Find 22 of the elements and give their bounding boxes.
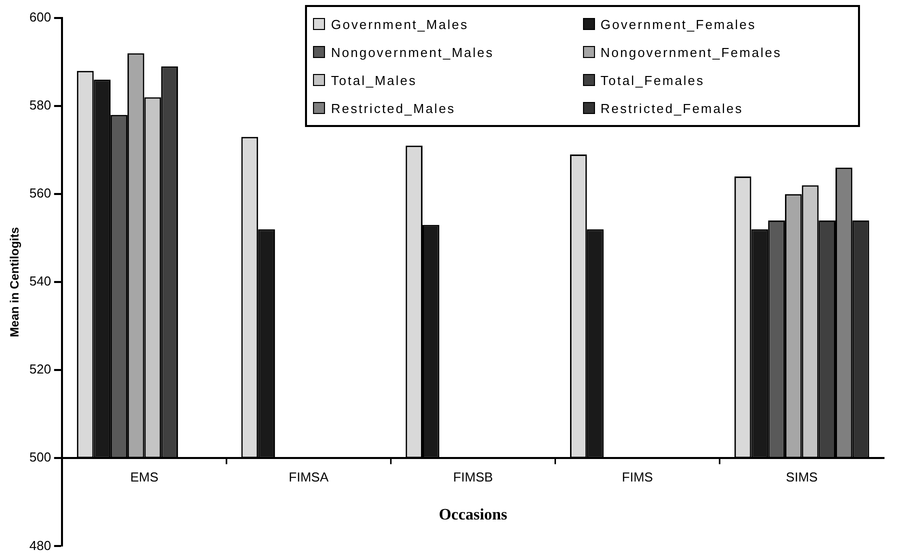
legend-label: Total_Females [600, 72, 705, 88]
y-tick-label: 560 [29, 186, 52, 201]
y-tick-label: 600 [29, 10, 52, 25]
x-axis-title: Occasions [438, 506, 508, 524]
y-tick-label: 540 [29, 274, 52, 289]
y-tick-label: 500 [29, 450, 52, 465]
legend-label: Restricted_Females [600, 100, 744, 116]
legend-label: Total_Males [331, 72, 417, 88]
legend-label: Government_Females [600, 16, 756, 32]
y-tick-label: 580 [29, 98, 52, 113]
x-tick-label: FIMSB [453, 470, 493, 485]
x-tick-label: EMS [130, 470, 159, 485]
x-tick-label: FIMS [622, 470, 654, 485]
y-tick-label: 480 [29, 538, 52, 553]
legend-label: Government_Males [331, 16, 468, 32]
legend-label: Nongovernment_Males [331, 44, 494, 60]
y-axis-title: Mean in Centilogits [8, 226, 22, 338]
legend-label: Restricted_Males [331, 100, 456, 116]
y-tick-label: 520 [29, 362, 52, 377]
x-tick-label: FIMSA [288, 470, 329, 485]
x-tick-label: SIMS [786, 470, 818, 485]
legend-label: Nongovernment_Females [600, 44, 782, 60]
